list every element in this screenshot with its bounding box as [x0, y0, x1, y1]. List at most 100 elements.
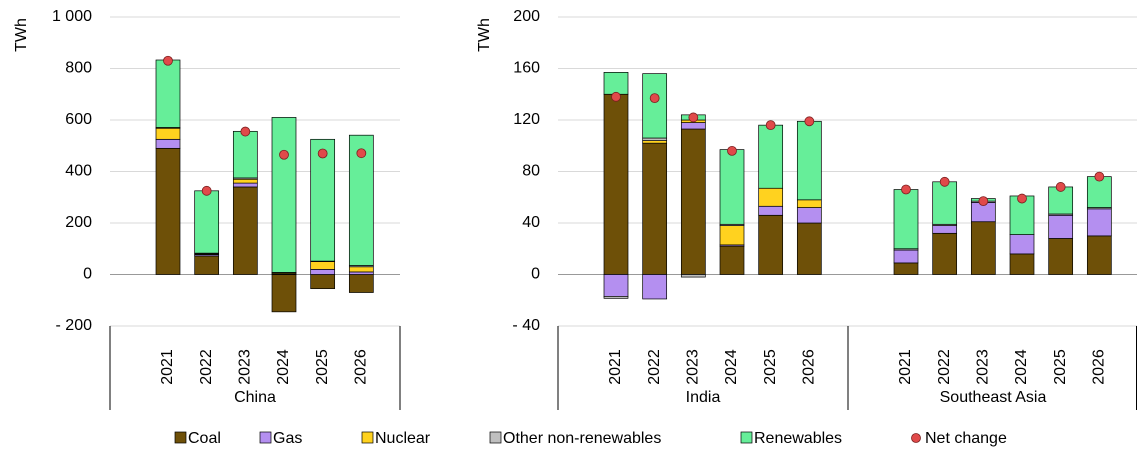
x-tick-label: 2026: [353, 349, 370, 385]
legend-label: Coal: [188, 430, 221, 447]
bar-segment: [1086, 176, 1112, 208]
x-tick-label: 2024: [723, 349, 740, 385]
bar-segment: [893, 189, 919, 250]
bar-segment: [1048, 214, 1074, 239]
bar-segment: [642, 73, 668, 139]
x-tick-label: 2023: [975, 349, 992, 385]
y-tick-label: 200: [513, 8, 540, 25]
group-label: Southeast Asia: [940, 389, 1047, 406]
bar-segment: [680, 122, 706, 130]
x-tick-label: 2026: [801, 349, 818, 385]
net-change-dot: [201, 185, 212, 196]
bar-segment: [893, 262, 919, 275]
legend-swatch: [489, 431, 502, 444]
y-tick-label: 800: [65, 60, 92, 77]
bar-segment: [194, 255, 220, 275]
x-tick-label: 2022: [646, 349, 663, 385]
bar-segment: [642, 142, 668, 275]
legend-swatch: [174, 431, 187, 444]
y-tick-label: 80: [522, 163, 540, 180]
y-tick-label: - 40: [512, 317, 540, 334]
bar-segment: [348, 271, 374, 275]
legend-swatch: [361, 431, 374, 444]
x-tick-label: 2022: [198, 349, 215, 385]
net-change-dot: [240, 126, 251, 137]
net-change-dot: [356, 148, 367, 159]
bar-segment: [310, 261, 336, 270]
y-tick-label: 0: [531, 266, 540, 283]
bar-segment: [719, 225, 745, 246]
bar-segment: [1048, 238, 1074, 275]
bar-segment: [232, 178, 258, 184]
bar-segment: [719, 149, 745, 225]
bar-segment: [194, 190, 220, 254]
bar-segment: [271, 274, 297, 313]
bar-segment: [642, 140, 668, 144]
x-tick-label: 2023: [237, 349, 254, 385]
bar-segment: [932, 232, 958, 275]
bar-segment: [680, 128, 706, 275]
x-tick-label: 2021: [607, 349, 624, 385]
bar-segment: [719, 245, 745, 275]
bar-segment: [1009, 234, 1035, 255]
y-axis-label: TWh: [13, 18, 30, 52]
net-change-dot: [1055, 182, 1066, 192]
legend-label: Other non-renewables: [503, 430, 661, 447]
bar-segment: [232, 182, 258, 188]
net-change-dot: [611, 91, 621, 102]
net-change-dot: [279, 149, 289, 160]
bar-segment: [642, 274, 668, 300]
x-tick-label: 2025: [314, 349, 331, 385]
bar-segment: [348, 266, 374, 273]
bar-segment: [310, 274, 336, 290]
bar-segment: [796, 199, 822, 208]
bar-segment: [796, 207, 822, 224]
net-change-dot: [688, 112, 699, 123]
bar-segment: [155, 138, 181, 149]
y-tick-label: 0: [83, 266, 92, 283]
bar-segment: [603, 274, 629, 297]
bar-segment: [155, 127, 181, 140]
y-axis-label: TWh: [476, 18, 493, 52]
legend-label: Net change: [925, 430, 1007, 447]
bar-segment: [603, 296, 629, 299]
x-tick-label: 2022: [936, 349, 953, 385]
y-tick-label: 600: [65, 111, 92, 128]
bar-segment: [642, 137, 668, 141]
y-tick-label: 400: [65, 163, 92, 180]
bar-segment: [155, 147, 181, 275]
y-tick-label: 120: [513, 111, 540, 128]
y-tick-label: 40: [522, 214, 540, 231]
net-change-dot: [978, 196, 989, 207]
bar-segment: [893, 249, 919, 264]
y-tick-label: 200: [65, 214, 92, 231]
net-change-dot: [1094, 171, 1105, 182]
bar-segment: [1009, 253, 1035, 275]
bar-segment: [932, 225, 958, 234]
bar-segment: [796, 120, 822, 201]
x-tick-label: 2026: [1091, 349, 1108, 385]
net-change-dot: [727, 145, 737, 156]
bar-segment: [796, 222, 822, 275]
y-tick-label: 160: [513, 60, 540, 77]
legend-label: Gas: [273, 430, 302, 447]
bar-segment: [758, 124, 784, 189]
group-label: China: [234, 389, 276, 406]
bar-segment: [970, 221, 996, 275]
bar-segment: [603, 72, 629, 95]
bar-segment: [603, 93, 629, 275]
x-tick-label: 2024: [1013, 349, 1030, 385]
bar-segment: [758, 205, 784, 216]
bar-segment: [232, 130, 258, 179]
x-tick-label: 2021: [159, 349, 176, 385]
legend-swatch: [259, 431, 272, 444]
y-tick-label: - 200: [56, 317, 93, 334]
net-change-dot: [901, 184, 911, 195]
bar-segment: [310, 138, 336, 262]
x-tick-label: 2024: [275, 349, 292, 385]
legend-label: Nuclear: [375, 430, 431, 447]
bar-segment: [1086, 235, 1112, 275]
x-tick-label: 2023: [685, 349, 702, 385]
x-tick-label: 2021: [897, 349, 914, 385]
